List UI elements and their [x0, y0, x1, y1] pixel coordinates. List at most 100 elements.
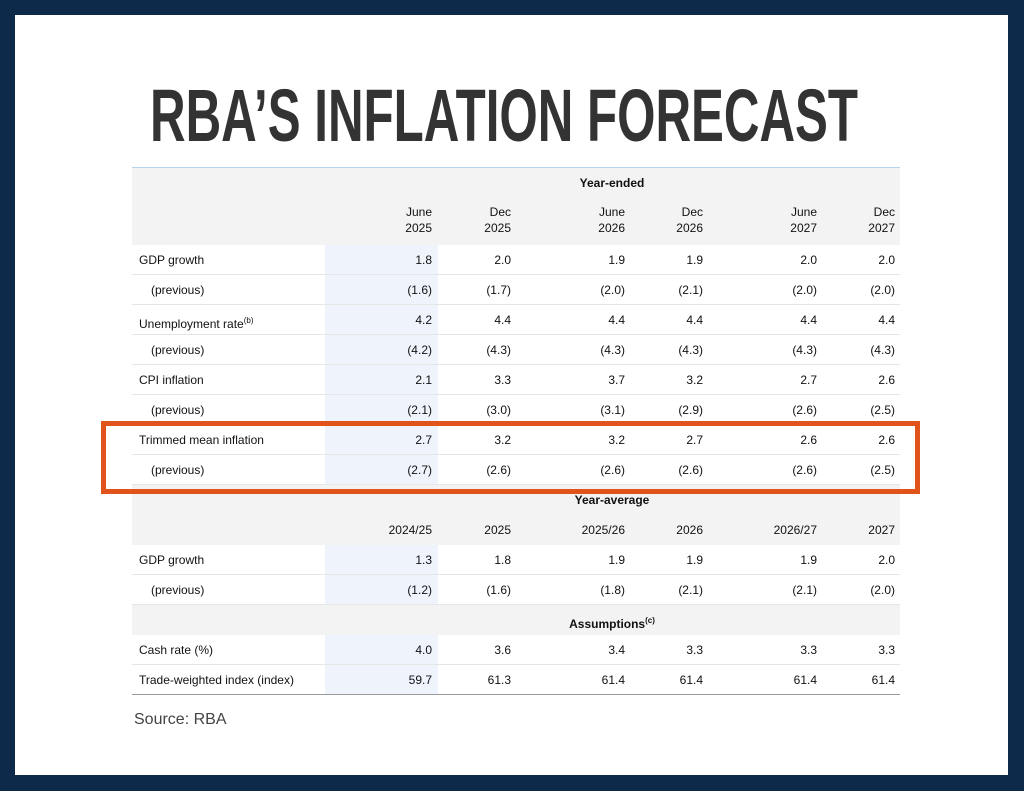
slide: RBA’S INFLATION FORECAST [15, 15, 1008, 775]
cell-value: (1.2) [407, 583, 432, 597]
cell-value: 2.6 [878, 373, 895, 387]
cell-value: 61.4 [871, 673, 895, 687]
highlight-column [325, 365, 438, 395]
cell-value: 4.4 [494, 313, 511, 327]
column-header: 2025 [484, 221, 511, 235]
cell-value: 59.7 [408, 673, 432, 687]
cell-value: (4.3) [792, 343, 817, 357]
row-label: Unemployment rate(b) [139, 316, 254, 331]
highlight-column [325, 545, 438, 575]
column-header: June [790, 205, 817, 219]
row-label: (previous) [151, 283, 205, 297]
cell-value: 2.0 [494, 253, 511, 267]
column-header: Dec [489, 205, 511, 219]
column-header: June [598, 205, 625, 219]
cell-value: (4.3) [678, 343, 703, 357]
row-label: GDP growth [139, 553, 205, 567]
cell-value: 61.4 [793, 673, 817, 687]
header-band [132, 168, 900, 245]
cell-value: (4.3) [870, 343, 895, 357]
row-divider [132, 304, 900, 305]
cell-value: 1.3 [415, 553, 432, 567]
row-divider [132, 454, 900, 455]
cell-value: (1.8) [600, 583, 625, 597]
cell-value: (1.6) [486, 583, 511, 597]
cell-value: (2.1) [678, 583, 703, 597]
cell-value: (2.0) [600, 283, 625, 297]
column-header: 2026 [676, 523, 703, 537]
highlight-column [325, 455, 438, 485]
row-divider [132, 274, 900, 275]
cell-value: 1.8 [415, 253, 432, 267]
cell-value: 61.4 [601, 673, 625, 687]
highlight-column [325, 275, 438, 305]
cell-value: (2.6) [792, 403, 817, 417]
cell-value: 61.3 [487, 673, 511, 687]
row-label: Cash rate (%) [139, 643, 214, 657]
column-header: Dec [873, 205, 895, 219]
cell-value: (2.0) [870, 283, 895, 297]
row-label: (previous) [151, 343, 205, 357]
column-header: June [405, 205, 432, 219]
column-header: 2026 [676, 221, 703, 235]
header-band [132, 485, 900, 545]
title-area: RBA’S INFLATION FORECAST [150, 74, 858, 145]
cell-value: 1.9 [800, 553, 817, 567]
cell-value: (1.6) [407, 283, 432, 297]
row-divider [132, 394, 900, 395]
cell-value: (2.5) [870, 463, 895, 477]
row-divider [132, 364, 900, 365]
column-header: 2025 [484, 523, 511, 537]
cell-value: 1.9 [686, 553, 703, 567]
cell-value: (2.6) [678, 463, 703, 477]
cell-value: 3.2 [608, 433, 625, 447]
section-heading: Year-average [574, 493, 650, 507]
cell-value: 4.2 [415, 313, 432, 327]
highlight-box [101, 421, 920, 494]
cell-value: 3.3 [494, 373, 511, 387]
cell-value: 2.0 [878, 553, 895, 567]
column-header: 2025/26 [581, 523, 625, 537]
cell-value: 3.3 [800, 643, 817, 657]
highlight-column [325, 305, 438, 335]
cell-value: 2.1 [415, 373, 432, 387]
column-header: 2027 [868, 221, 895, 235]
cell-value: (2.5) [870, 403, 895, 417]
cell-value: (2.6) [600, 463, 625, 477]
row-divider [132, 484, 900, 485]
cell-value: 4.0 [415, 643, 432, 657]
cell-value: 3.6 [494, 643, 511, 657]
cell-value: (4.3) [600, 343, 625, 357]
row-label: GDP growth [139, 253, 205, 267]
cell-value: (3.1) [600, 403, 625, 417]
highlight-column [325, 425, 438, 455]
column-header: 2027 [868, 523, 895, 537]
cell-value: (1.7) [486, 283, 511, 297]
cell-value: 2.7 [800, 373, 817, 387]
row-divider [132, 574, 900, 575]
row-label: (previous) [151, 403, 205, 417]
cell-value: (2.1) [792, 583, 817, 597]
row-label: (previous) [151, 463, 205, 477]
cell-value: 1.9 [686, 253, 703, 267]
forecast-table: Year-ended June 2025 Dec 2025 June 2026 Dec 2026… [132, 167, 900, 696]
highlight-column [325, 575, 438, 605]
cell-value: 1.9 [608, 553, 625, 567]
column-header: 2024/25 [388, 523, 432, 537]
cell-value: 3.2 [686, 373, 703, 387]
section-heading: Assumptions(c) [569, 616, 655, 631]
bottom-border [132, 694, 900, 695]
row-label: (previous) [151, 583, 205, 597]
cell-value: 3.7 [608, 373, 625, 387]
column-header: 2026/27 [773, 523, 817, 537]
cell-value: 3.2 [494, 433, 511, 447]
column-header: 2026 [598, 221, 625, 235]
cell-value: (4.2) [407, 343, 432, 357]
cell-value: 2.7 [686, 433, 703, 447]
cell-value: (2.1) [678, 283, 703, 297]
cell-value: 2.6 [800, 433, 817, 447]
section-heading: Year-ended [579, 176, 645, 190]
cell-value: 4.4 [800, 313, 817, 327]
footnote-marker: (b) [243, 316, 254, 325]
